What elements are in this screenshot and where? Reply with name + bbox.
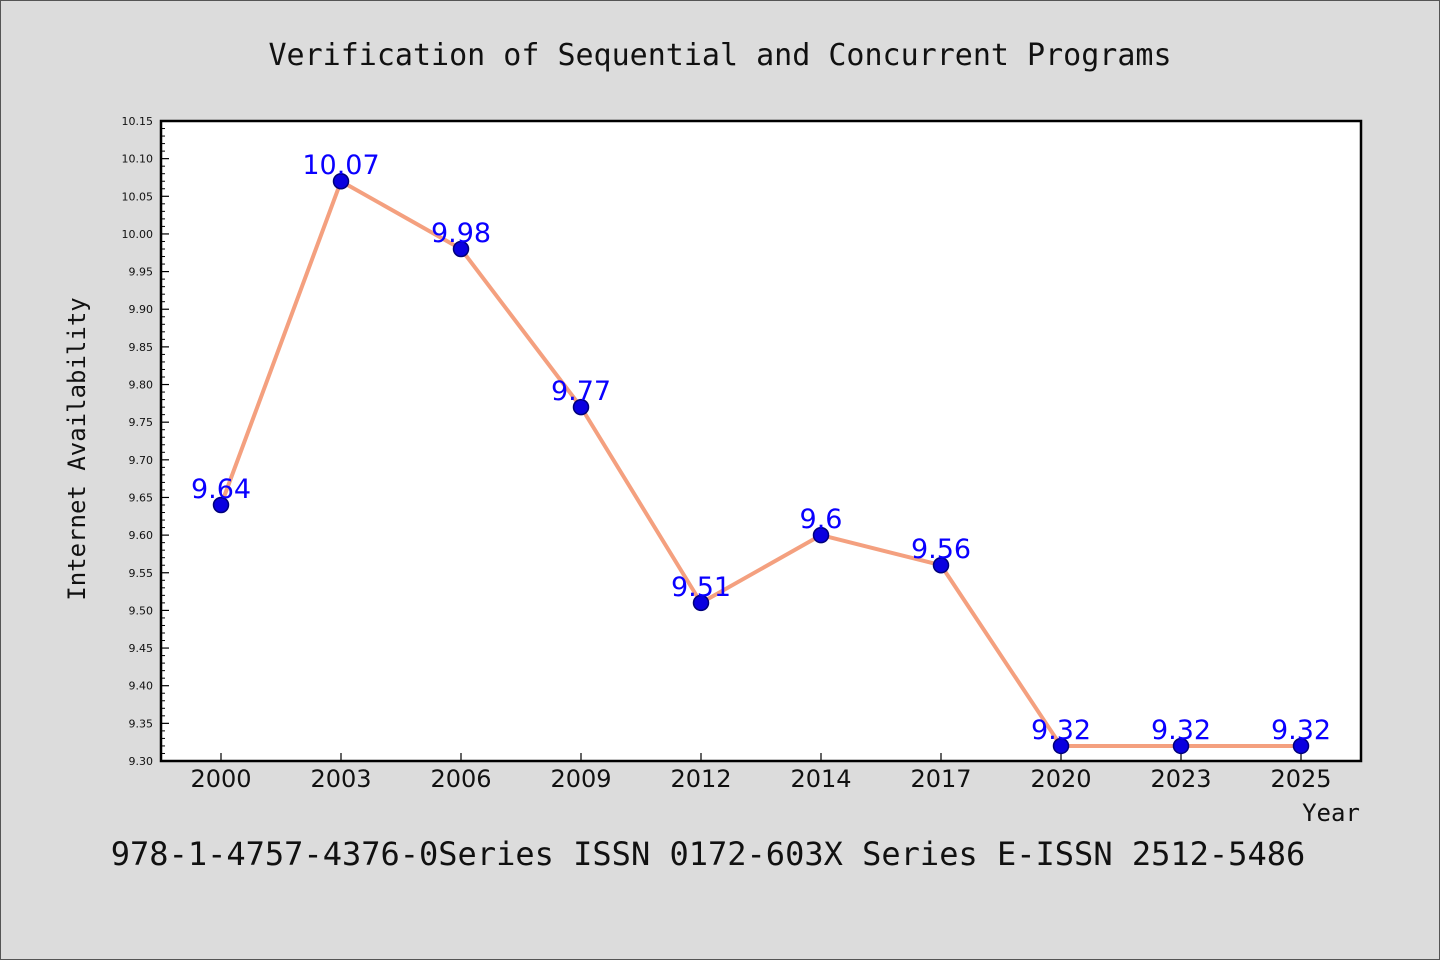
x-tick-label: 2009 [550, 765, 611, 793]
x-axis-label: Year [1302, 799, 1360, 827]
y-tick-label: 9.55 [129, 567, 154, 580]
y-tick-label: 9.40 [129, 680, 154, 693]
x-tick-label: 2006 [430, 765, 491, 793]
data-point [1052, 737, 1070, 755]
data-label: 9.64 [191, 474, 251, 505]
data-label: 10.07 [302, 150, 379, 181]
series-line [219, 179, 1303, 748]
x-tick-label: 2012 [670, 765, 731, 793]
y-tick-label: 9.85 [129, 341, 154, 354]
y-axis: 9.30 9.35 9.40 9.45 9.50 9.55 9.60 9.65 9.70 9.75… [122, 115, 169, 768]
data-points [212, 172, 1310, 755]
x-tick-label: 2014 [790, 765, 851, 793]
y-tick-label: 9.75 [129, 416, 154, 429]
y-axis-label: Internet Availability [63, 297, 91, 600]
data-label: 9.6 [800, 504, 843, 535]
data-labels: 9.64 10.07 9.98 9.77 9.51 9.6 9.56 9.32 9.32 9.32 [191, 150, 1331, 746]
data-point [452, 240, 470, 258]
y-tick-label: 9.80 [129, 379, 154, 392]
chart-title: Verification of Sequential and Concurren… [268, 38, 1171, 73]
y-tick-label: 10.05 [122, 190, 154, 203]
data-point [572, 398, 590, 416]
y-tick-label: 9.95 [129, 266, 154, 279]
x-tick-label: 2020 [1030, 765, 1091, 793]
plot-area [159, 119, 1363, 763]
data-label: 9.32 [1271, 715, 1331, 746]
y-tick-label: 9.65 [129, 491, 154, 504]
data-point [332, 172, 350, 190]
y-tick-label: 10.10 [122, 153, 154, 166]
data-label: 9.77 [551, 376, 611, 407]
footer-text: 978-1-4757-4376-0Series ISSN 0172-603X S… [111, 835, 1305, 873]
y-tick-label: 9.35 [129, 717, 154, 730]
data-point [692, 594, 710, 612]
data-label: 9.32 [1151, 715, 1211, 746]
y-tick-label: 9.45 [129, 642, 154, 655]
data-point [1172, 737, 1190, 755]
y-tick-label: 9.70 [129, 454, 154, 467]
x-tick-label: 2003 [310, 765, 371, 793]
y-tick-label: 9.90 [129, 303, 154, 316]
data-point [1292, 737, 1310, 755]
y-tick-label: 9.30 [129, 755, 154, 768]
data-point [932, 556, 950, 574]
data-label: 9.98 [431, 218, 491, 249]
y-tick-label: 9.60 [129, 529, 154, 542]
data-label: 9.56 [911, 534, 971, 565]
y-tick-label: 10.15 [122, 115, 154, 128]
x-tick-label: 2023 [1150, 765, 1211, 793]
x-tick-label: 2017 [910, 765, 971, 793]
data-point [812, 526, 830, 544]
data-point [212, 496, 230, 514]
y-tick-label: 9.50 [129, 604, 154, 617]
data-label: 9.51 [671, 572, 731, 603]
x-tick-label: 2025 [1270, 765, 1331, 793]
data-label: 9.32 [1031, 715, 1091, 746]
x-axis: 2000 2003 2006 2009 2012 2014 2017 2020 2023 2025 [190, 753, 1332, 793]
y-tick-label: 10.00 [122, 228, 154, 241]
x-tick-label: 2000 [190, 765, 251, 793]
